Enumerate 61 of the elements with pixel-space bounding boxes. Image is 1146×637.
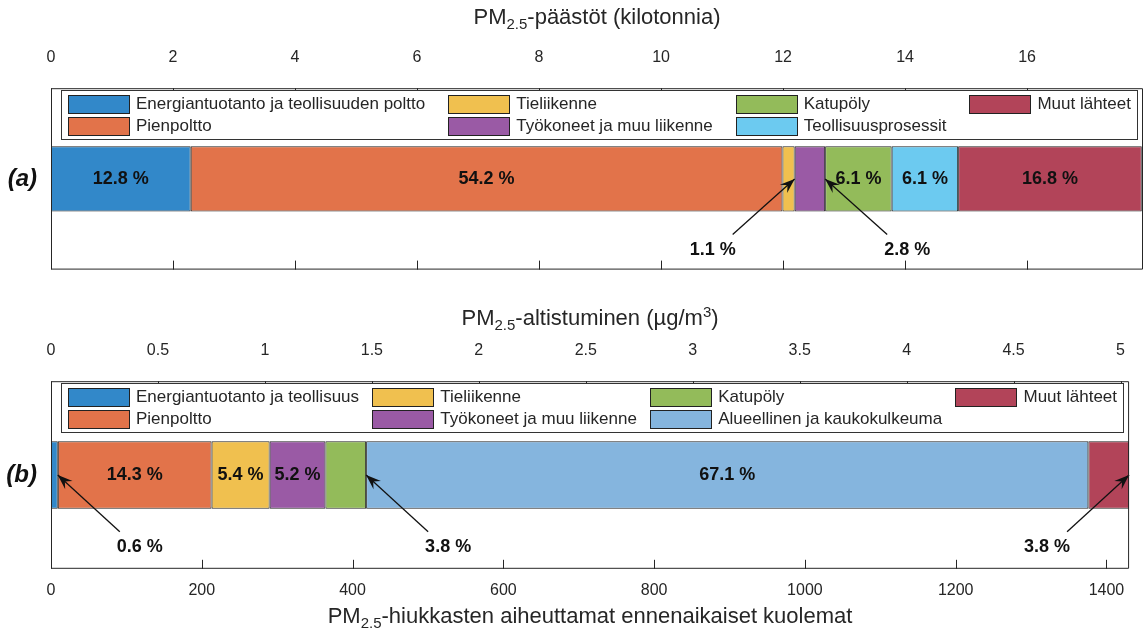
annotation: 12.8 % <box>92 167 149 188</box>
legend-label: Tieliikenne <box>440 387 521 408</box>
x-tick-label: 1000 <box>787 580 823 598</box>
x2-tick-label: 0 <box>46 341 56 359</box>
x-tick-label: 4 <box>290 48 300 66</box>
x-tick-label: 800 <box>640 580 668 598</box>
annotation: 14.3 % <box>106 463 163 484</box>
legend-label: Työkoneet ja muu liikenne <box>440 409 637 430</box>
annotation: 16.8 % <box>1021 167 1078 188</box>
legend-label: Energiantuotanto ja teollisuuden poltto <box>136 94 426 115</box>
x-tick-label: 10 <box>652 48 671 66</box>
x2-tick-label: 1.5 <box>360 341 384 359</box>
x2-tick-label: 4 <box>902 341 912 359</box>
x-tick-label: 200 <box>188 580 216 598</box>
y-tick-label: (a) <box>7 163 37 191</box>
legend-label: Työkoneet ja muu liikenne <box>516 116 713 137</box>
x2-axis-title: PM$_{2.5}$-altistuminen (µg/m$^{3}$) <box>461 302 719 334</box>
annotation: 5.4 % <box>217 463 264 484</box>
x2-tick-label: 2 <box>474 341 484 359</box>
x2-tick-label: 3 <box>688 341 698 359</box>
x2-tick-label: 2.5 <box>574 341 597 359</box>
annotation: 6.1 % <box>835 167 882 188</box>
annotation: 54.2 % <box>458 167 515 188</box>
legend-label: Tieliikenne <box>516 94 597 115</box>
annotation: 1.1 % <box>689 238 736 259</box>
annotation: 0.6 % <box>116 535 163 556</box>
annotation: 5.2 % <box>274 463 321 484</box>
legend-label: Pienpoltto <box>136 409 212 430</box>
x2-tick-label: 1 <box>260 341 270 359</box>
x-tick-label: 1400 <box>1088 580 1125 598</box>
legend-label: Katupöly <box>718 387 785 408</box>
x-tick-label: 0 <box>46 48 56 66</box>
annotation: 6.1 % <box>901 167 948 188</box>
x2-tick-label: 0.5 <box>146 341 170 359</box>
x2-tick-label: 3.5 <box>788 341 811 359</box>
x-tick-label: 2 <box>168 48 178 66</box>
x2-tick-label: 5 <box>1116 341 1126 359</box>
x-tick-label: 400 <box>339 580 367 598</box>
x-tick-label: 1200 <box>937 580 974 598</box>
legend-label: Muut lähteet <box>1037 94 1131 115</box>
x-axis-title: PM$_{2.5}$-päästöt (kilotonnia) <box>473 3 721 33</box>
x2-tick-label: 4.5 <box>1002 341 1025 359</box>
annotation: 3.8 % <box>1024 535 1071 556</box>
x-tick-label: 0 <box>46 580 56 598</box>
legend-label: Katupöly <box>803 94 870 115</box>
x-tick-label: 600 <box>489 580 517 598</box>
legend-label: Pienpoltto <box>136 116 212 137</box>
x-tick-label: 8 <box>534 48 544 66</box>
x-tick-label: 14 <box>896 48 915 66</box>
annotation: 2.8 % <box>884 238 931 259</box>
annotation: 67.1 % <box>699 463 756 484</box>
legend-label: Teollisuusprosessit <box>803 116 947 137</box>
y-tick-label: (b) <box>6 459 37 487</box>
annotation: 3.8 % <box>425 535 472 556</box>
legend-label: Alueellinen ja kaukokulkeuma <box>718 409 943 430</box>
legend-label: Energiantuotanto ja teollisuus <box>136 387 360 408</box>
x-tick-label: 6 <box>412 48 422 66</box>
legend-label: Muut lähteet <box>1023 387 1118 408</box>
x-axis-title: PM$_{2.5}$-hiukkasten aiheuttamat ennenaikaiset kuolemat <box>327 602 853 632</box>
x-tick-label: 12 <box>774 48 793 66</box>
x-tick-label: 16 <box>1018 48 1037 66</box>
